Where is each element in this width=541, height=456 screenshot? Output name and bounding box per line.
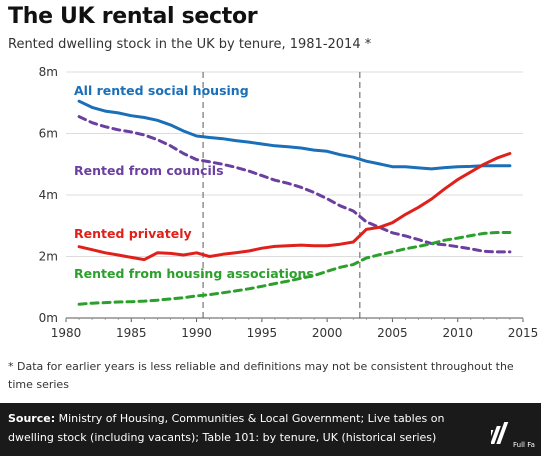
full-fact-logo: Full Fact	[491, 422, 535, 449]
chart-subtitle: Rented dwelling stock in the UK by tenur…	[8, 37, 372, 52]
source-text: Source: Ministry of Housing, Communities…	[8, 409, 478, 447]
axes: 0m 2m 4m 6m 8m 1980 1985 1990 1995 2000 2005 2010 20…	[39, 65, 539, 340]
source-description: Ministry of Housing, Communities & Local…	[8, 412, 445, 444]
x-tick-label: 2015	[508, 326, 539, 340]
y-tick-label: 6m	[39, 127, 58, 141]
page-title: The UK rental sector	[8, 4, 258, 29]
reference-lines	[202, 72, 361, 318]
series-lines	[77, 99, 512, 306]
source-footer: Source: Ministry of Housing, Communities…	[0, 403, 541, 456]
logo-text: Full Fact	[513, 441, 535, 449]
y-tick-label: 2m	[39, 250, 58, 264]
label-all-rented-social-housing: All rented social housing	[74, 83, 249, 98]
x-tick-label: 2010	[442, 326, 473, 340]
series-labels: All rented social housing Rented from co…	[74, 83, 314, 281]
x-tick-label: 2000	[312, 326, 343, 340]
series-line-all-rented-social-housing	[77, 99, 512, 171]
y-tick-label: 8m	[39, 65, 58, 79]
x-tick-label: 1990	[181, 326, 212, 340]
label-rented-from-housing-associations: Rented from housing associations	[74, 266, 314, 281]
y-tick-label: 4m	[39, 188, 58, 202]
series-line-rented-from-councils	[77, 115, 512, 254]
source-label: Source:	[8, 412, 56, 425]
series-line-rented-privately	[77, 152, 512, 262]
label-rented-privately: Rented privately	[74, 226, 192, 241]
label-rented-from-councils: Rented from councils	[74, 163, 224, 178]
footnote: * Data for earlier years is less reliabl…	[8, 360, 514, 391]
line-chart: 0m 2m 4m 6m 8m 1980 1985 1990 1995 2000 2005 2010 20…	[39, 65, 539, 340]
x-tick-label: 1995	[247, 326, 278, 340]
y-tick-label: 0m	[39, 311, 58, 325]
series-line-rented-from-housing-associations	[77, 231, 512, 306]
x-tick-label: 1985	[116, 326, 147, 340]
x-tick-label: 1980	[51, 326, 82, 340]
x-tick-label: 2005	[377, 326, 408, 340]
